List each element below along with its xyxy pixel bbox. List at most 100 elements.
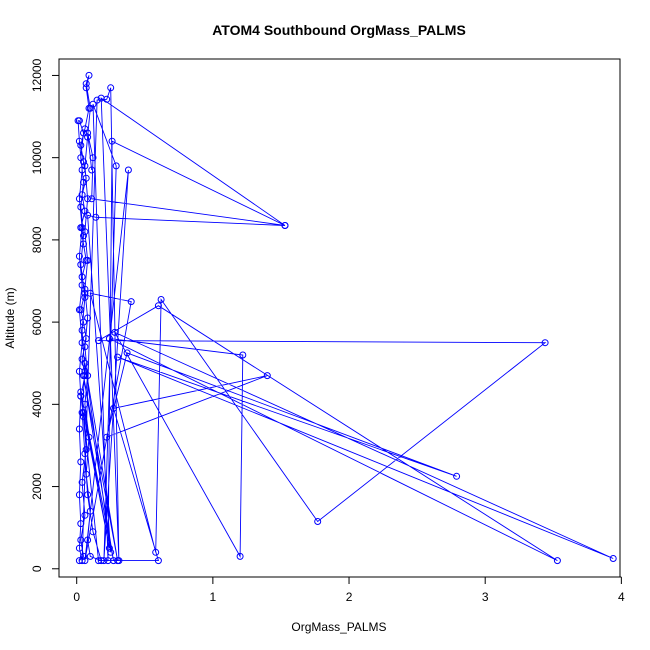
- data-point: [84, 491, 92, 499]
- data-point: [85, 433, 93, 441]
- x-axis: 0 1 2 3 4: [73, 576, 625, 604]
- data-point: [89, 100, 97, 108]
- data-point: [314, 518, 322, 525]
- data-point: [80, 409, 87, 417]
- data-point: [81, 450, 89, 458]
- data-point: [154, 302, 162, 310]
- data-point: [80, 240, 87, 248]
- data-point: [82, 446, 90, 454]
- data-point: [453, 472, 461, 480]
- data-point: [114, 353, 122, 361]
- data-point: [114, 557, 122, 565]
- data-point: [123, 349, 131, 357]
- data-point: [80, 318, 87, 326]
- data-point: [84, 314, 92, 322]
- data-point: [105, 335, 113, 343]
- data-point: [88, 166, 96, 174]
- data-point: [86, 507, 94, 515]
- plot-frame: [58, 58, 621, 578]
- data-point: [84, 195, 92, 203]
- data-point: [81, 293, 89, 301]
- data-point: [97, 94, 105, 102]
- data-point: [75, 252, 83, 260]
- data-point: [75, 367, 83, 375]
- data-point: [78, 166, 86, 174]
- data-point: [84, 536, 92, 544]
- data-point: [75, 425, 83, 433]
- data-point: [112, 162, 120, 170]
- chart-title: ATOM4 Southbound OrgMass_PALMS: [212, 22, 466, 38]
- data-point: [239, 351, 247, 359]
- data-point: [92, 213, 100, 221]
- data-point: [75, 195, 83, 203]
- y-tick-label: 10000: [30, 141, 44, 175]
- data-point: [77, 458, 85, 466]
- data-point: [84, 133, 92, 141]
- data-point: [80, 413, 87, 421]
- data-point: [81, 359, 89, 367]
- data-point: [77, 388, 85, 396]
- data-point: [80, 372, 87, 380]
- y-tick-label: 2000: [30, 473, 44, 500]
- y-tick-label: 4000: [30, 391, 44, 418]
- data-point: [81, 557, 89, 565]
- data-point: [77, 141, 85, 149]
- data-point: [95, 337, 102, 345]
- data-point: [154, 557, 162, 565]
- data-point: [80, 178, 87, 186]
- data-point: [97, 557, 105, 565]
- series-line: [77, 75, 614, 562]
- x-tick-label: 3: [482, 590, 489, 604]
- data-point: [541, 339, 549, 347]
- data-point: [93, 96, 101, 104]
- data-point: [77, 520, 85, 528]
- data-point: [82, 84, 90, 92]
- data-point: [89, 154, 97, 162]
- data-point: [81, 400, 89, 408]
- y-tick-label: 0: [30, 565, 44, 572]
- data-point: [105, 544, 113, 552]
- data-point: [111, 328, 119, 336]
- y-axis-label: Altitude (m): [3, 287, 17, 348]
- data-point: [86, 289, 94, 297]
- data-point: [75, 491, 83, 499]
- data-point: [84, 129, 92, 137]
- data-point: [110, 557, 117, 565]
- data-point: [77, 392, 85, 400]
- data-point: [89, 528, 97, 536]
- series-points: [74, 71, 617, 565]
- data-point: [107, 548, 115, 556]
- x-tick-label: 2: [346, 590, 353, 604]
- x-tick-label: 1: [210, 590, 217, 604]
- data-point: [236, 552, 244, 560]
- data-point: [78, 326, 86, 334]
- data-point: [103, 433, 111, 441]
- data-point: [110, 404, 117, 412]
- data-point: [82, 335, 90, 343]
- data-point: [81, 289, 89, 297]
- y-tick-label: 8000: [30, 226, 44, 253]
- data-point: [78, 273, 86, 281]
- data-point: [75, 306, 83, 314]
- data-point: [81, 511, 89, 519]
- data-point: [157, 296, 165, 303]
- y-tick-label: 12000: [30, 58, 44, 92]
- data-point: [78, 224, 86, 232]
- data-point: [152, 548, 160, 556]
- data-point: [78, 339, 86, 347]
- y-axis: 0 2000 4000 6000 8000 10000 12000: [30, 58, 60, 572]
- x-tick-label: 4: [618, 590, 625, 604]
- data-point: [281, 222, 289, 229]
- data-point: [95, 557, 102, 565]
- series-lines: [77, 75, 614, 562]
- x-axis-label: OrgMass_PALMS: [291, 620, 386, 634]
- data-point: [75, 544, 83, 552]
- data-point: [124, 166, 132, 174]
- data-point: [609, 555, 617, 562]
- data-point: [80, 232, 87, 240]
- data-point: [263, 372, 271, 380]
- data-point: [107, 84, 115, 92]
- data-point: [80, 552, 87, 560]
- data-point: [74, 117, 82, 125]
